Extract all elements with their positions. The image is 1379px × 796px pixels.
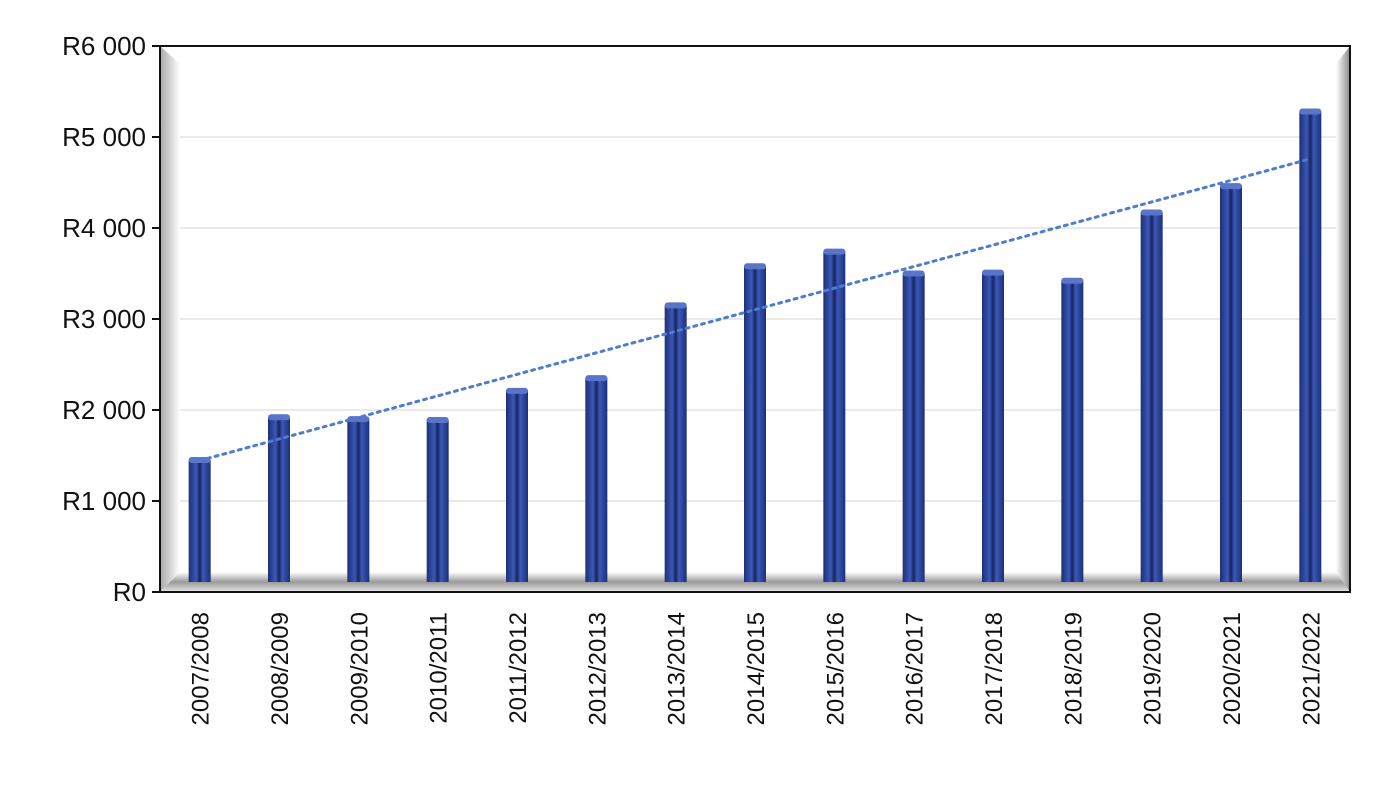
x-tick-label: 2016/2017 xyxy=(902,612,929,725)
x-axis-ticks: 2007/2008 2008/2009 2009/2010 2010/2011 2011… xyxy=(188,612,1326,725)
bar-2010/2011 xyxy=(426,417,449,582)
bar-cap xyxy=(585,375,608,382)
bar-2015/2016 xyxy=(823,248,846,582)
trendline xyxy=(198,157,1312,463)
bar-2016/2017 xyxy=(902,270,925,582)
bars xyxy=(188,108,1322,583)
bar-cap xyxy=(1220,183,1242,190)
bar-body xyxy=(823,251,846,582)
x-tick-label: 2013/2014 xyxy=(664,612,691,725)
bar-2012/2013 xyxy=(585,375,608,582)
bar-cap xyxy=(1061,277,1084,284)
bar-2017/2018 xyxy=(982,269,1004,582)
bar-cap xyxy=(506,387,528,394)
bar-cap xyxy=(902,270,925,277)
x-tick-label: 2020/2021 xyxy=(1219,612,1246,725)
y-axis-ticks: R0 R1 000 R2 000 R3 000 R4 000 R5 000 R6 000 xyxy=(62,31,160,607)
x-tick-label: 2018/2019 xyxy=(1060,612,1087,725)
bar-cap xyxy=(1299,108,1322,115)
bar-2020/2021 xyxy=(1220,183,1242,582)
y-tick-label: R5 000 xyxy=(62,122,146,152)
bar-body xyxy=(506,390,528,582)
bar-body xyxy=(268,417,290,582)
bar-2009/2010 xyxy=(347,416,370,582)
bar-body xyxy=(1299,111,1322,583)
y-tick-label: R0 xyxy=(113,577,146,607)
bar-body xyxy=(1140,212,1163,582)
bar-2014/2015 xyxy=(744,263,766,582)
bar-2021/2022 xyxy=(1299,108,1322,583)
bar-cap xyxy=(1140,209,1163,216)
bar-2008/2009 xyxy=(268,414,290,582)
y-tick-label: R1 000 xyxy=(62,486,146,516)
bar-body xyxy=(347,419,370,582)
x-tick-label: 2012/2013 xyxy=(584,612,611,725)
bar-body xyxy=(902,273,925,582)
x-tick-label: 2014/2015 xyxy=(743,612,770,725)
bar-cap xyxy=(268,414,290,421)
x-tick-label: 2008/2009 xyxy=(267,612,294,725)
bar-cap xyxy=(426,417,449,424)
bar-cap xyxy=(982,269,1004,276)
bar-body xyxy=(1220,186,1242,582)
bar-2011/2012 xyxy=(506,387,528,582)
bar-cap xyxy=(347,416,370,423)
bar-cap xyxy=(664,302,687,309)
frame-right-wall xyxy=(1336,46,1350,592)
bar-2013/2014 xyxy=(664,302,687,582)
y-tick-label: R4 000 xyxy=(62,213,146,243)
bar-2018/2019 xyxy=(1061,277,1084,582)
y-tick-label: R3 000 xyxy=(62,304,146,334)
y-tick-label: R2 000 xyxy=(62,395,146,425)
bar-2019/2020 xyxy=(1140,209,1163,582)
bar-cap xyxy=(823,248,846,255)
bar-body xyxy=(744,266,766,582)
x-tick-label: 2019/2020 xyxy=(1140,612,1167,725)
x-tick-label: 2010/2011 xyxy=(426,612,453,724)
x-tick-label: 2011/2012 xyxy=(505,612,532,724)
x-tick-label: 2009/2010 xyxy=(346,612,373,725)
bar-body xyxy=(426,420,449,582)
bar-2007/2008 xyxy=(188,457,211,582)
x-tick-label: 2017/2018 xyxy=(981,612,1008,725)
bar-body xyxy=(585,378,608,582)
bar-cap xyxy=(744,263,766,270)
x-tick-label: 2007/2008 xyxy=(188,612,215,725)
y-tick-label: R6 000 xyxy=(62,31,146,61)
bar-body xyxy=(982,272,1004,582)
trendline-layer xyxy=(198,157,1312,463)
x-tick-label: 2015/2016 xyxy=(822,612,849,725)
x-tick-label: 2021/2022 xyxy=(1298,612,1325,725)
bar-body xyxy=(1061,280,1084,582)
bar-body xyxy=(188,460,211,582)
frame-left-wall xyxy=(160,46,180,592)
bar-body xyxy=(664,305,687,582)
